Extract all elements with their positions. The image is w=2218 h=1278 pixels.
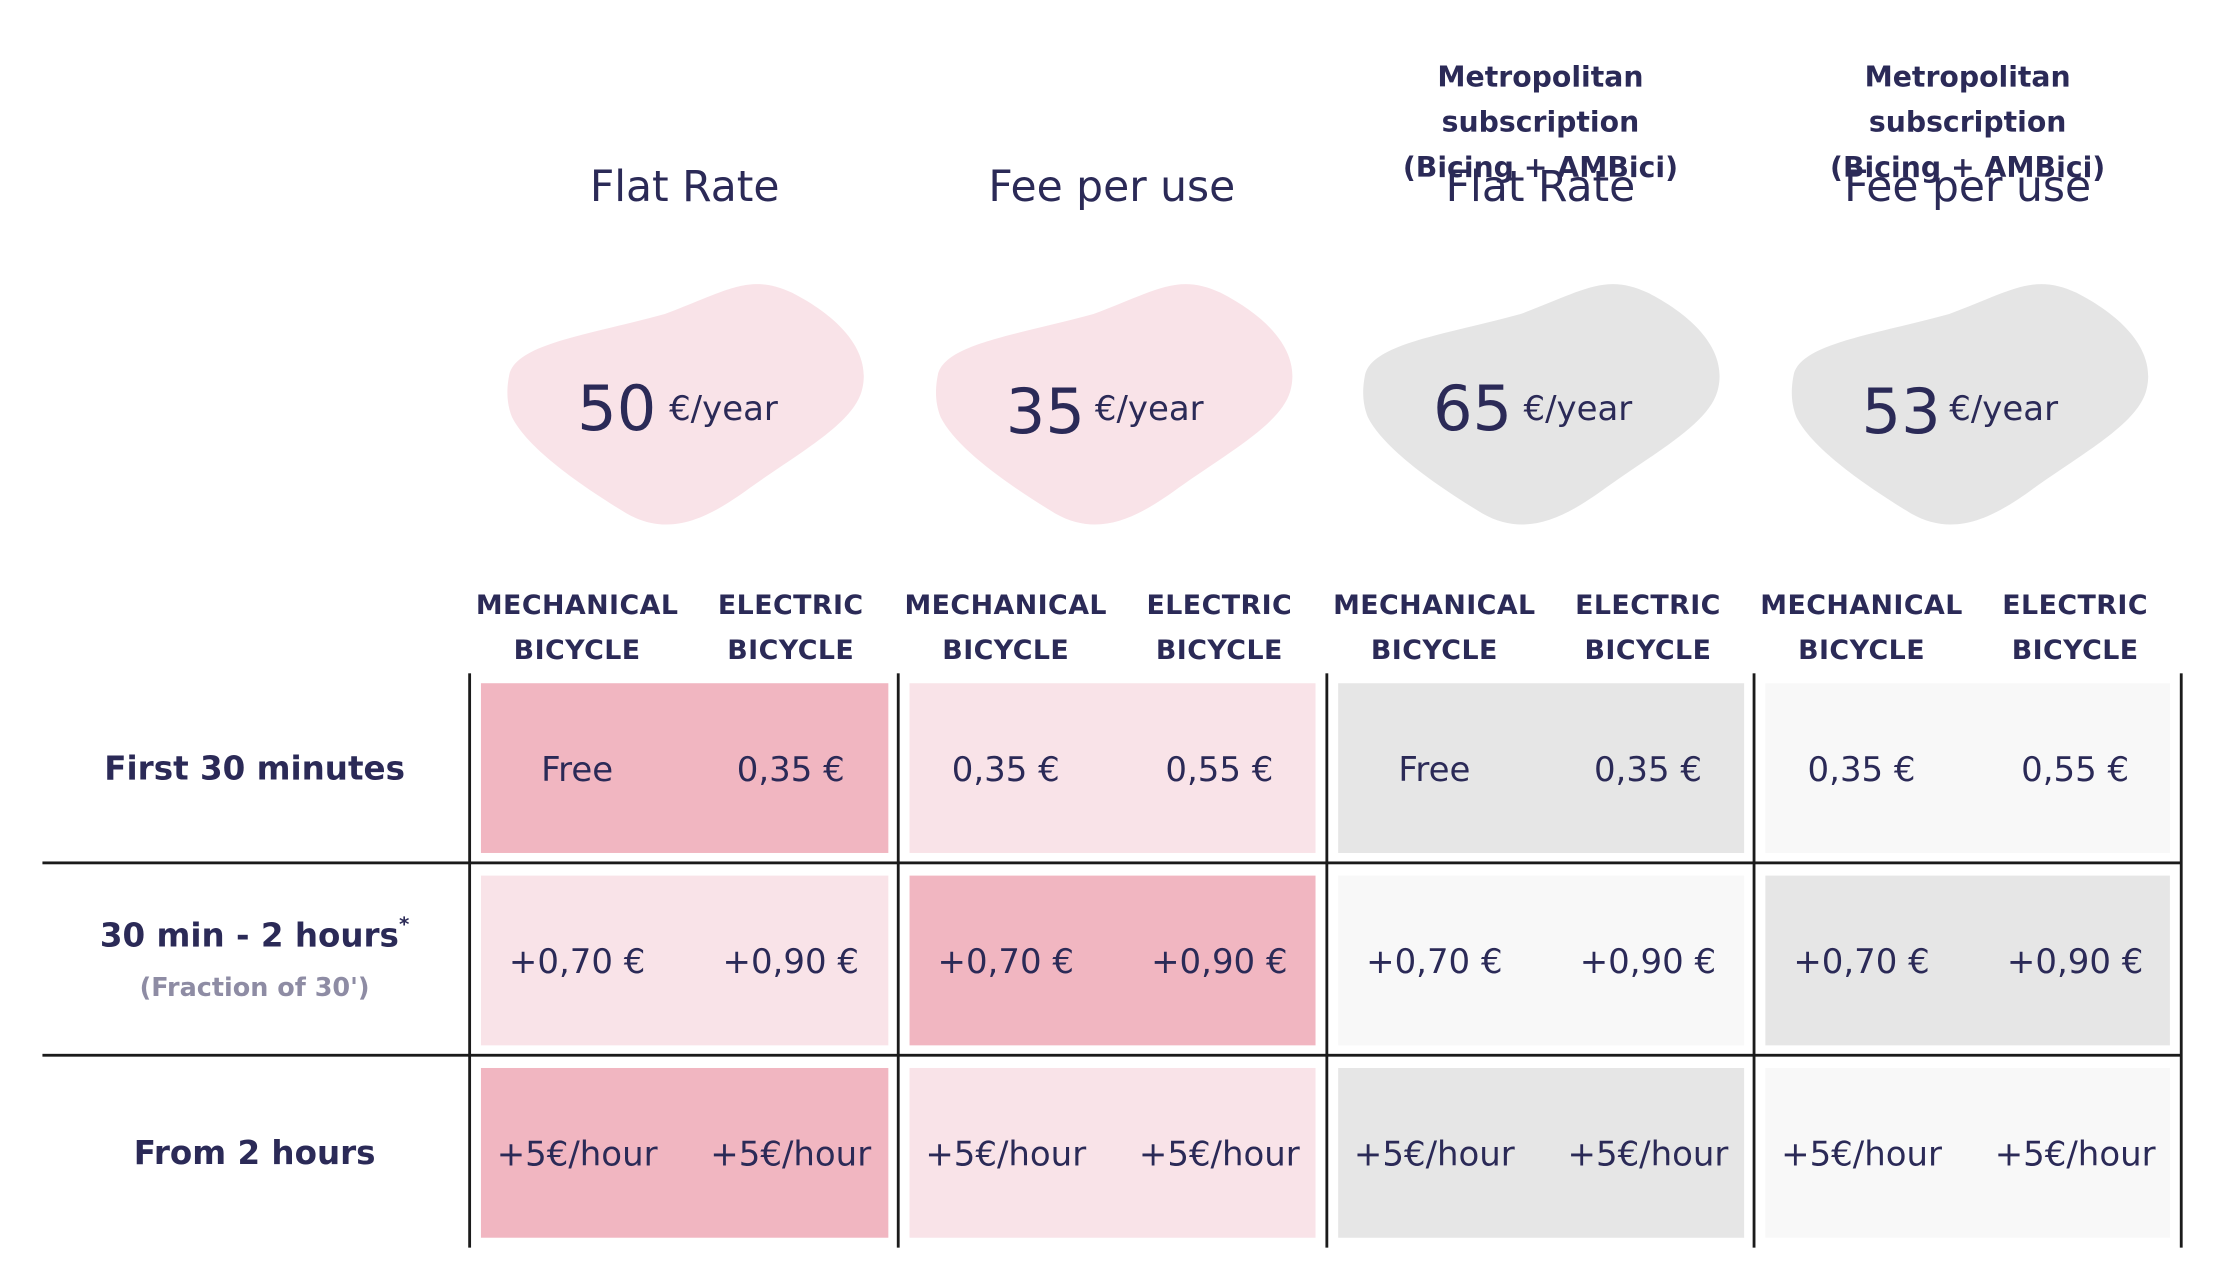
column-header-mechanical: MECHANICAL BICYCLE [1755, 583, 1967, 674]
header-line-1: ELECTRIC [2002, 589, 2148, 621]
header-line-2: BICYCLE [1584, 635, 1712, 667]
column-header-electric: ELECTRIC BICYCLE [1969, 583, 2181, 674]
price-value: 53 [1861, 376, 1941, 449]
cell-bg [480, 875, 889, 1046]
price-cell: +5€/hour [1567, 1134, 1729, 1175]
header-line-2: BICYCLE [1798, 635, 1926, 667]
price-blob-metro-fee-per-use: 53 €/year [1787, 276, 2169, 545]
price-cell: 0,35 € [736, 749, 845, 790]
cell-bg [909, 875, 1316, 1046]
price-cell: +0,90 € [1579, 942, 1717, 982]
price-cell: +5€/hour [496, 1134, 658, 1175]
price-value: 50 [577, 373, 657, 446]
header-line-1: MECHANICAL [1333, 589, 1536, 621]
column-header-electric: ELECTRIC BICYCLE [1542, 583, 1754, 674]
price-unit: €/year [1523, 389, 1633, 429]
header-line-1: ELECTRIC [717, 589, 864, 621]
header-line-2: BICYCLE [2011, 635, 2139, 667]
cell-bg [1338, 683, 1745, 853]
header-line-1: ELECTRIC [1575, 589, 1721, 621]
column-header-mechanical: MECHANICAL BICYCLE [1328, 583, 1540, 674]
row-label-first-30-minutes: First 30 minutes [104, 751, 405, 788]
plan-title-flat-rate: Flat Rate [589, 162, 780, 213]
price-cell: +0,90 € [1151, 942, 1288, 982]
row-divider [42, 1053, 2182, 1057]
header-line-1: ELECTRIC [1146, 589, 1293, 621]
header-line-2: BICYCLE [1155, 635, 1283, 667]
metro-subscription-label: Metropolitan subscription (Bicing + AMBi… [1763, 54, 2173, 190]
row-label-30min-2hours: 30 min - 2 hours* [42, 913, 466, 957]
price-cell: +5€/hour [710, 1134, 872, 1175]
plan-title-fee-per-use: Fee per use [988, 162, 1236, 213]
cell-bg [909, 683, 1316, 853]
price-cell: 0,55 € [1165, 749, 1274, 790]
footnote-asterisk: * [398, 913, 410, 937]
price-blob-metro-flat-rate: 65 €/year [1358, 276, 1740, 545]
header-line-2: BICYCLE [942, 635, 1070, 667]
price-cell: 0,55 € [2021, 749, 2130, 790]
price-cell: +0,70 € [1793, 942, 1930, 982]
price-cell: +0,90 € [722, 942, 859, 982]
row-label-text: 30 min - 2 hours [99, 918, 399, 955]
column-header-electric: ELECTRIC BICYCLE [1113, 583, 1325, 674]
cell-bg [1765, 683, 2170, 853]
header-line-2: BICYCLE [727, 635, 855, 667]
header-line-2: BICYCLE [1370, 635, 1498, 667]
price-blob-fee-per-use: 35 €/year [931, 276, 1313, 545]
cell-bg [909, 1067, 1316, 1238]
column-divider [468, 673, 472, 1248]
column-divider [1752, 673, 1756, 1248]
price-unit: €/year [1094, 389, 1204, 429]
metro-line-1: Metropolitan subscription [1864, 59, 2071, 139]
price-cell: +5€/hour [1781, 1134, 1942, 1175]
cell-bg [480, 683, 889, 853]
price-value: 65 [1432, 373, 1513, 446]
price-unit: €/year [669, 389, 778, 429]
plan-title-metro-flat-rate: Flat Rate [1445, 162, 1636, 213]
price-cell: 0,35 € [951, 749, 1060, 790]
row-label-from-2-hours: From 2 hours [133, 1135, 376, 1173]
header-line-1: MECHANICAL [1760, 589, 1963, 621]
cell-bg [1338, 1067, 1745, 1238]
price-cell: +0,70 € [508, 942, 646, 982]
column-header-mechanical: MECHANICAL BICYCLE [471, 583, 683, 674]
column-divider [2179, 673, 2183, 1248]
price-cell: +0,90 € [2006, 942, 2144, 982]
cell-bg [1765, 1067, 2170, 1238]
column-header-mechanical: MECHANICAL BICYCLE [900, 583, 1112, 674]
metro-subscription-label: Metropolitan subscription (Bicing + AMBi… [1335, 54, 1745, 190]
price-cell: +5€/hour [1138, 1134, 1300, 1175]
cell-bg [1765, 875, 2170, 1046]
cell-bg [480, 1067, 889, 1238]
price-cell: +0,70 € [937, 942, 1074, 982]
price-value: 35 [1005, 376, 1085, 449]
price-cell: +5€/hour [925, 1134, 1087, 1175]
price-cell: +5€/hour [1994, 1134, 2156, 1175]
header-line-2: BICYCLE [513, 635, 641, 667]
header-line-1: MECHANICAL [475, 589, 679, 621]
row-divider [42, 861, 2182, 865]
cell-bg [1338, 875, 1745, 1046]
header-line-1: MECHANICAL [904, 589, 1107, 621]
column-divider [1325, 673, 1329, 1248]
price-cell: +0,70 € [1366, 942, 1503, 982]
price-unit: €/year [1949, 389, 2059, 429]
metro-line-2: (Bicing + AMBici) [1402, 149, 1679, 184]
column-header-electric: ELECTRIC BICYCLE [685, 583, 897, 674]
metro-line-1: Metropolitan subscription [1437, 59, 1644, 139]
price-cell: 0,35 € [1807, 749, 1916, 790]
plan-title-metro-fee-per-use: Fee per use [1844, 162, 2092, 213]
price-blob-flat-rate: 50 €/year [502, 276, 884, 545]
price-cell: +5€/hour [1353, 1134, 1515, 1175]
row-note-fraction: (Fraction of 30') [139, 973, 370, 1003]
price-cell: Free [1398, 749, 1471, 790]
metro-line-2: (Bicing + AMBici) [1830, 149, 2106, 184]
price-cell: Free [541, 749, 614, 790]
price-cell: 0,35 € [1593, 749, 1702, 790]
column-divider [896, 673, 900, 1248]
